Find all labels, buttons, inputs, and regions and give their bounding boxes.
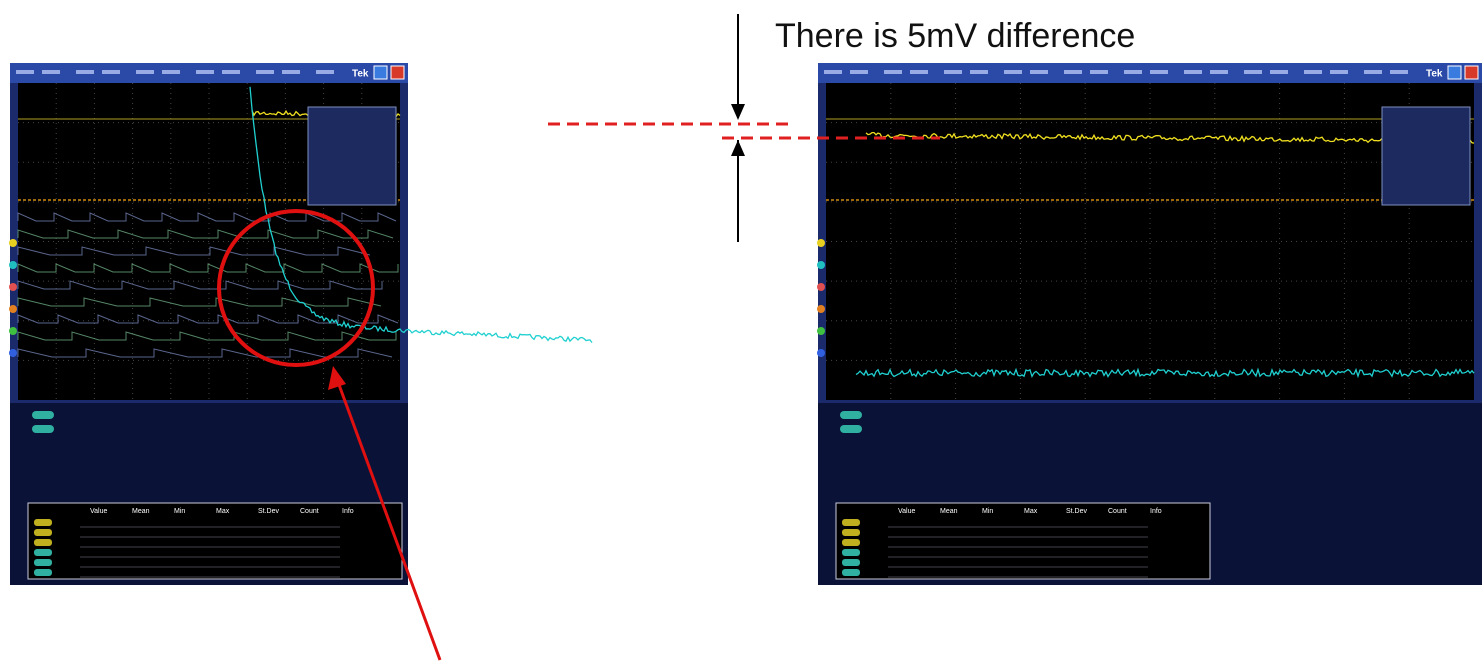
channel-tag: [840, 411, 862, 419]
minimize-button: [1448, 66, 1461, 79]
menu-item: [910, 70, 928, 74]
menu-item: [1270, 70, 1288, 74]
brand-label: Tek: [352, 69, 369, 80]
measurement-popup: [308, 107, 396, 205]
slide: Tek Value Mean Min Max St.Dev Count Info Tek Valu…: [0, 0, 1482, 668]
menu-item: [944, 70, 962, 74]
table-header: Mean: [132, 508, 150, 515]
channel-badge: [817, 305, 825, 313]
menu-item: [1244, 70, 1262, 74]
menu-item: [1004, 70, 1022, 74]
table-header: Mean: [940, 508, 958, 515]
channel-tag: [32, 425, 54, 433]
row-tag: [34, 549, 52, 556]
menu-item: [42, 70, 60, 74]
menu-item: [1150, 70, 1168, 74]
table-header: Count: [300, 508, 319, 515]
menu-item: [16, 70, 34, 74]
table-header: St.Dev: [1066, 508, 1088, 515]
table-header: Min: [174, 508, 185, 515]
menu-item: [1064, 70, 1082, 74]
menu-item: [884, 70, 902, 74]
menu-item: [850, 70, 868, 74]
menu-item: [316, 70, 334, 74]
menu-item: [76, 70, 94, 74]
channel-badge: [817, 327, 825, 335]
oscilloscope-window: Tek Value Mean Min Max St.Dev Count Info: [9, 63, 592, 585]
menu-item: [970, 70, 988, 74]
table-header: Max: [216, 508, 230, 515]
menu-item: [282, 70, 300, 74]
channel-badge: [817, 261, 825, 269]
annotation-text: There is 5mV difference: [775, 17, 1135, 55]
menu-item: [1364, 70, 1382, 74]
table-header: Value: [90, 508, 107, 515]
arrow-down: [731, 104, 745, 120]
close-button: [1465, 66, 1478, 79]
row-tag: [842, 559, 860, 566]
menu-item: [1184, 70, 1202, 74]
channel-badge: [9, 349, 17, 357]
row-tag: [34, 519, 52, 526]
menu-item: [1210, 70, 1228, 74]
row-tag: [842, 539, 860, 546]
channel-badge: [9, 239, 17, 247]
menu-item: [1090, 70, 1108, 74]
table-header: Min: [982, 508, 993, 515]
table-header: Info: [1150, 508, 1162, 515]
row-tag: [842, 519, 860, 526]
channel-badge: [9, 261, 17, 269]
menu-item: [824, 70, 842, 74]
page: Tek Value Mean Min Max St.Dev Count Info Tek Valu…: [0, 0, 1482, 668]
row-tag: [842, 549, 860, 556]
table-header: Value: [898, 508, 915, 515]
close-button: [391, 66, 404, 79]
menu-item: [1330, 70, 1348, 74]
channel-badge: [817, 239, 825, 247]
menu-item: [102, 70, 120, 74]
menu-item: [1030, 70, 1048, 74]
channel-badge: [817, 349, 825, 357]
measurement-popup: [1382, 107, 1470, 205]
row-tag: [842, 529, 860, 536]
row-tag: [842, 569, 860, 576]
menu-item: [256, 70, 274, 74]
menu-item: [162, 70, 180, 74]
table-header: Max: [1024, 508, 1038, 515]
table-header: St.Dev: [258, 508, 280, 515]
row-tag: [34, 559, 52, 566]
minimize-button: [374, 66, 387, 79]
menu-item: [136, 70, 154, 74]
table-header: Count: [1108, 508, 1127, 515]
arrow-up: [731, 140, 745, 156]
menu-item: [222, 70, 240, 74]
channel-badge: [9, 327, 17, 335]
row-tag: [34, 569, 52, 576]
menu-item: [1304, 70, 1322, 74]
menu-item: [1124, 70, 1142, 74]
row-tag: [34, 529, 52, 536]
channel-badge: [817, 283, 825, 291]
row-tag: [34, 539, 52, 546]
menu-item: [1390, 70, 1408, 74]
table-header: Info: [342, 508, 354, 515]
brand-label: Tek: [1426, 69, 1443, 80]
oscilloscope-window: Tek Value Mean Min Max St.Dev Count Info: [817, 63, 1482, 585]
channel-badge: [9, 305, 17, 313]
channel-tag: [840, 425, 862, 433]
channel-badge: [9, 283, 17, 291]
menu-item: [196, 70, 214, 74]
channel-tag: [32, 411, 54, 419]
